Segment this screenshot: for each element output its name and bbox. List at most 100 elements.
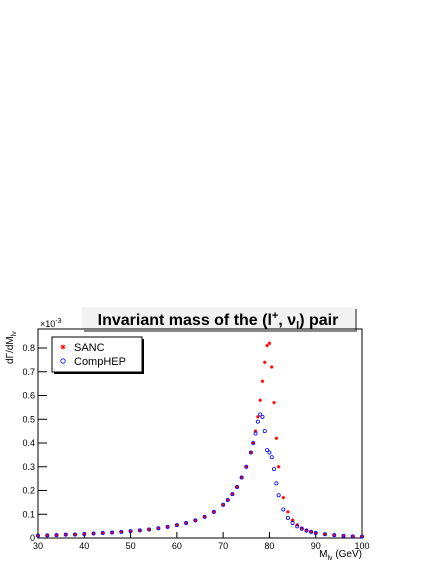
chart-title: Invariant mass of the (l+, νl) pair [98, 310, 339, 332]
x-tick-label: 70 [218, 541, 228, 551]
star-marker [54, 533, 59, 537]
circle-marker [251, 440, 256, 445]
circle-marker [36, 533, 41, 538]
circle-marker [45, 533, 50, 538]
star-marker [286, 510, 290, 514]
star-marker [251, 441, 256, 445]
circle-marker [119, 529, 124, 534]
circle-marker [54, 533, 59, 538]
star-marker [300, 526, 304, 530]
y-axis-label: dΓ/dMlν [5, 331, 18, 364]
circle-marker [60, 358, 66, 364]
circle-marker [82, 531, 87, 536]
circle-marker [230, 492, 235, 497]
circle-marker [262, 429, 267, 434]
x-label-unit: (GeV) [333, 549, 362, 560]
circle-marker [174, 523, 179, 528]
circle-marker [299, 526, 304, 531]
star-marker [193, 518, 198, 523]
x-tick-label: 80 [264, 541, 274, 551]
circle-marker [63, 532, 68, 537]
star-marker [175, 523, 179, 527]
star-marker [73, 532, 77, 537]
y-label-sub: lν [11, 331, 18, 337]
circle-marker [193, 518, 198, 523]
star-marker [323, 532, 327, 536]
star-marker [128, 529, 133, 533]
circle-marker [211, 509, 216, 514]
star-marker [332, 533, 337, 537]
circle-marker [350, 534, 355, 539]
circle-marker [272, 467, 277, 472]
x-tick-label: 90 [311, 541, 321, 551]
star-marker [36, 533, 40, 538]
star-marker [253, 429, 258, 433]
legend: SANC CompHEP [51, 336, 144, 374]
circle-marker [147, 527, 152, 532]
circle-marker [253, 431, 258, 436]
circle-marker [304, 528, 309, 533]
y-tick-label: 0.3 [22, 462, 35, 472]
x-tick-label: 60 [172, 541, 182, 551]
y-tick-label: 0 [30, 533, 35, 543]
title-text: Invariant mass of the (l [98, 312, 272, 329]
star-marker [156, 526, 161, 531]
circle-marker [239, 475, 244, 480]
circle-marker [225, 497, 230, 502]
title-text: ) pair [299, 312, 338, 329]
circle-marker [313, 531, 318, 536]
star-marker [281, 495, 286, 500]
star-marker [249, 450, 253, 455]
star-marker [45, 533, 50, 538]
star-marker [138, 528, 142, 533]
star-marker [276, 464, 281, 469]
circle-marker [260, 414, 265, 419]
star-marker [63, 532, 68, 537]
star-marker [221, 502, 225, 507]
star-marker [212, 510, 216, 514]
legend-box [51, 336, 143, 373]
star-marker [274, 436, 279, 441]
x-tick-label: 50 [126, 541, 136, 551]
star-marker [267, 341, 272, 346]
circle-marker [274, 481, 279, 486]
circle-marker [309, 529, 314, 534]
circle-marker [244, 464, 249, 469]
star-marker [235, 485, 239, 489]
star-marker [309, 529, 313, 534]
title-box [82, 307, 355, 330]
circle-marker [91, 531, 96, 536]
star-marker [60, 344, 66, 350]
x-tick-label: 40 [79, 541, 89, 551]
star-marker [269, 365, 274, 369]
star-marker [265, 343, 269, 348]
circle-marker [137, 528, 142, 533]
y-label-main: dΓ/dM [5, 336, 16, 364]
star-marker [360, 534, 364, 539]
circle-marker [221, 502, 226, 507]
star-marker [350, 534, 355, 539]
circle-marker [184, 521, 189, 526]
circle-marker [269, 455, 274, 460]
star-marker [304, 528, 309, 532]
title-sup: + [272, 310, 278, 322]
circle-marker [285, 515, 290, 520]
y-tick-label: 0.7 [22, 367, 35, 377]
exponent-base: ×10 [40, 319, 55, 329]
circle-marker [267, 450, 272, 455]
star-marker [202, 515, 207, 519]
y-tick-label: 0.8 [22, 343, 35, 353]
circle-marker [281, 507, 286, 512]
circle-marker [110, 530, 115, 535]
circle-marker [322, 532, 327, 537]
star-marker [290, 518, 295, 522]
circle-marker [276, 493, 281, 498]
star-marker [341, 534, 346, 538]
circle-marker [165, 524, 170, 529]
x-axis-label: Mlν (GeV) [319, 549, 362, 562]
star-marker [244, 464, 249, 469]
circle-marker [202, 514, 207, 519]
y-tick-label: 0.4 [22, 438, 35, 448]
star-marker [101, 531, 105, 535]
circle-marker [73, 532, 78, 537]
